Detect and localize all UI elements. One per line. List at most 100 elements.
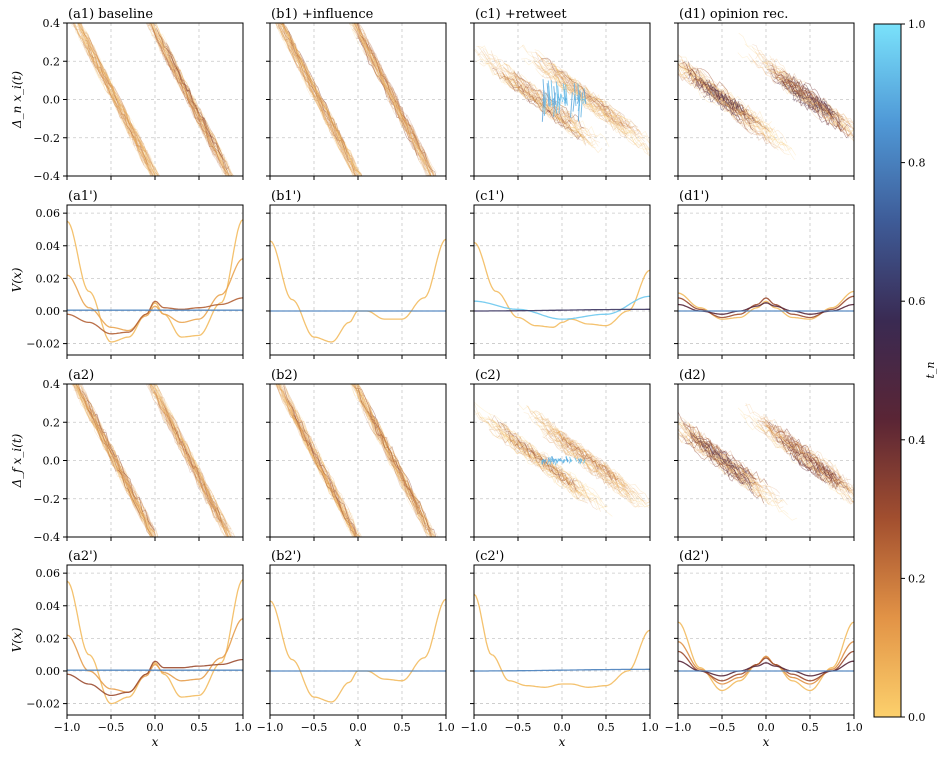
trajectory-line — [353, 384, 432, 537]
trajectory-line — [480, 45, 579, 123]
trajectory-line — [553, 76, 650, 157]
trajectory-line — [286, 34, 360, 175]
trajectory-line — [495, 435, 587, 503]
trajectory-line — [354, 23, 428, 169]
trajectory-line — [355, 23, 435, 176]
trajectory-line — [582, 459, 586, 464]
trajectory-line — [275, 23, 357, 176]
trajectory-line — [77, 23, 151, 163]
trajectory-line — [76, 384, 154, 537]
trajectory-line — [147, 23, 226, 176]
grid — [678, 384, 854, 537]
trajectory-line — [361, 41, 428, 176]
trajectory-line — [534, 416, 617, 482]
trajectory-line — [544, 58, 631, 129]
trajectory-line — [560, 93, 564, 102]
trajectory-line — [508, 441, 583, 500]
trajectory-line — [678, 69, 797, 156]
trajectory-line — [358, 23, 421, 152]
trajectory-line — [80, 23, 158, 176]
trajectory-line — [275, 23, 358, 176]
trajectory-line — [287, 408, 356, 537]
trajectory-line — [355, 384, 436, 537]
trajectory-line — [162, 406, 228, 537]
trajectory-line — [554, 73, 650, 150]
x-tick-label: −1.0 — [461, 721, 488, 734]
trajectory-line — [583, 88, 587, 105]
trajectory-line — [688, 72, 741, 123]
trajectory-line — [77, 23, 159, 176]
trajectory-line — [354, 23, 434, 176]
series-line — [678, 650, 854, 682]
trajectory-line — [541, 458, 544, 465]
trajectory-line — [552, 78, 638, 142]
trajectory-line — [357, 23, 428, 160]
x-tick-label: 1.0 — [641, 721, 659, 734]
trajectory-line — [792, 92, 826, 116]
trajectory-line — [86, 41, 154, 176]
trajectory-line — [157, 403, 219, 523]
trajectory-line — [552, 71, 623, 128]
trajectory-line — [357, 36, 426, 165]
trajectory-line — [79, 23, 159, 176]
trajectory-line — [688, 438, 747, 485]
trajectory-line — [78, 23, 151, 163]
trajectory-line — [166, 48, 230, 171]
trajectory-line — [275, 23, 357, 176]
trajectory-line — [518, 404, 624, 480]
plot-area — [270, 238, 446, 343]
trajectory-line — [71, 23, 152, 176]
trajectory-line — [356, 23, 437, 173]
trajectory-line — [82, 386, 158, 537]
colorbar-gradient — [873, 23, 902, 718]
trajectory-line — [678, 67, 786, 146]
trajectory-line — [532, 416, 650, 504]
trajectory-line — [148, 23, 229, 176]
trajectory-line — [577, 458, 581, 462]
trajectory-line — [555, 440, 640, 508]
panel-d1p: (d1') — [674, 189, 855, 359]
trajectory-line — [476, 58, 574, 131]
trajectory-line — [88, 37, 161, 176]
grid — [474, 205, 650, 355]
x-tick-label: 0.0 — [553, 721, 571, 734]
trajectory-line — [767, 68, 851, 130]
trajectory-line — [283, 396, 355, 537]
panel-title: (a2) — [68, 368, 94, 383]
y-tick-label: −0.2 — [33, 132, 60, 145]
y-tick-label: 0.2 — [43, 416, 61, 429]
x-tick-label: 1.0 — [437, 721, 455, 734]
trajectory-line — [678, 62, 763, 127]
trajectory-line — [359, 37, 427, 163]
plot-area — [274, 23, 437, 176]
trajectory-line — [570, 92, 573, 118]
trajectory-line — [357, 384, 432, 534]
trajectory-line — [678, 63, 788, 147]
trajectory-line — [280, 384, 359, 537]
trajectory-line — [82, 31, 155, 176]
trajectory-line — [705, 79, 740, 111]
trajectory-line — [72, 23, 152, 175]
trajectory-line — [683, 61, 773, 133]
panel-title: (d2) — [679, 368, 706, 383]
trajectory-line — [356, 389, 418, 507]
y-tick-label: 0.4 — [43, 378, 61, 391]
trajectory-line — [70, 23, 151, 176]
trajectory-line — [353, 384, 433, 537]
series-line — [474, 308, 650, 312]
trajectory-line — [73, 23, 154, 176]
trajectory-line — [162, 411, 229, 537]
trajectory-line — [74, 23, 155, 176]
trajectory-line — [678, 433, 772, 506]
trajectory-line — [558, 458, 562, 462]
x-tick-label: 1.0 — [234, 721, 252, 734]
trajectory-line — [77, 23, 156, 176]
panel-title: (a1) baseline — [68, 7, 153, 22]
trajectory-line — [279, 25, 355, 171]
trajectory-line — [565, 84, 568, 106]
trajectory-line — [85, 44, 154, 176]
trajectory-line — [499, 76, 579, 139]
colorbar-label: t_n — [924, 361, 937, 378]
trajectory-line — [489, 421, 592, 504]
trajectory-line — [153, 384, 223, 516]
